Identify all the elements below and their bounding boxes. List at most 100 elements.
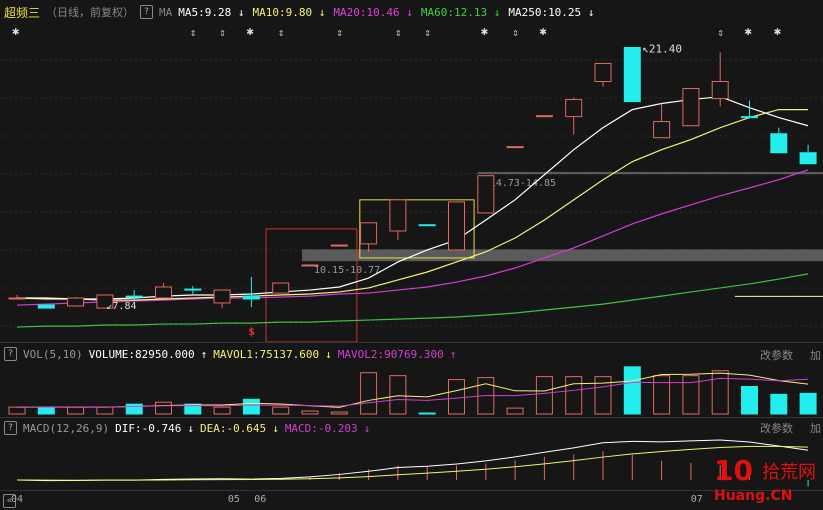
x-tick-label: 04 [11, 494, 24, 505]
high-price-label: ↖21.40 [642, 42, 682, 55]
volume-bar [125, 403, 143, 415]
x-tick-label: 06 [254, 494, 267, 505]
candle-body [741, 116, 758, 119]
candle-body [448, 201, 465, 251]
arrow-up-icon: ↑ [200, 347, 208, 361]
divider [0, 342, 823, 343]
ma-values: MA5:9.28 ↓ MA10:9.80 ↓ MA20:10.46 ↓ MA60:12… [178, 6, 602, 19]
volume-bar [389, 375, 407, 415]
volume-bar [565, 376, 583, 415]
volume-bar [770, 393, 788, 415]
candle-body [418, 224, 436, 227]
candle-body [682, 88, 700, 127]
double-arrow-marker-icon: ⇕ [219, 26, 226, 39]
candle-body [272, 282, 290, 294]
band-label: 14.73-14.85 [490, 178, 556, 189]
volume-bar [535, 376, 553, 415]
volume-bar [37, 406, 55, 415]
dif-value: DIF:-0.746 [115, 421, 182, 435]
candle-body [213, 289, 231, 304]
signal-marker: $ [248, 325, 255, 338]
x-tick-label: 07 [690, 494, 703, 505]
help-icon[interactable]: ? [140, 5, 154, 19]
low-price-label: ↙7.84 [106, 301, 136, 312]
volume-bar [8, 406, 26, 415]
volume-bar [96, 406, 114, 415]
help-icon[interactable]: ? [4, 421, 17, 435]
arrow-down-icon: ↓ [272, 421, 279, 435]
volume-bar [594, 376, 612, 415]
volume-bar [330, 411, 348, 415]
mavol2-value: MAVOL2:90769.300 [337, 347, 444, 361]
vol-label: VOL(5,10) [23, 347, 83, 361]
star-marker-icon: ✱ [539, 24, 546, 38]
volume-header: ? VOL(5,10) VOLUME:82950.000 ↑ MAVOL1:751… [4, 346, 456, 362]
candle-body [623, 46, 641, 103]
watermark-logo: 10 拾荒网 Huang.CN [714, 452, 823, 508]
ma5-line [17, 96, 809, 300]
volume-bar [653, 375, 671, 415]
vol-add-button[interactable]: 加 [810, 349, 821, 362]
vol-params-button[interactable]: 改参数 [760, 349, 793, 362]
star-marker-icon: ✱ [745, 24, 752, 38]
arrow-up-icon: ↑ [449, 347, 457, 361]
arrow-down-icon: ↓ [187, 421, 194, 435]
volume-bar [506, 407, 524, 415]
stock-name: 超频三 [4, 5, 41, 20]
star-marker-icon: ✱ [774, 24, 781, 38]
help-icon[interactable]: ? [4, 347, 17, 361]
period-label: （日线，前复权） [46, 6, 135, 19]
macd-params-button[interactable]: 改参数 [760, 422, 793, 435]
ma-value: MA250:10.25 ↓ [508, 5, 595, 19]
band-label: 10.15-10.77 [314, 265, 380, 276]
double-arrow-marker-icon: ⇕ [424, 26, 431, 39]
volume-bar [155, 401, 172, 415]
volume-bar [184, 403, 202, 415]
double-arrow-marker-icon: ⇕ [717, 26, 724, 39]
divider [0, 417, 823, 418]
price-band [477, 171, 823, 175]
volume-bar [448, 379, 465, 415]
candle-body [360, 222, 378, 245]
candle-body [565, 99, 583, 118]
arrow-down-icon: ↓ [363, 421, 371, 435]
candle-body [37, 304, 55, 309]
x-tick-label: 05 [227, 494, 240, 505]
ma-value: MA5:9.28 ↓ [178, 5, 245, 19]
candle-body [330, 244, 348, 247]
candle-body [535, 115, 553, 118]
double-arrow-marker-icon: ⇕ [336, 26, 343, 39]
main-header: 超频三 （日线，前复权） ? MA MA5:9.28 ↓ MA10:9.80 ↓ M… [4, 4, 602, 20]
candle-body [184, 288, 202, 291]
macd-add-button[interactable]: 加 [810, 422, 821, 435]
yellow-annotation-box [359, 199, 475, 259]
candle-body [8, 297, 26, 300]
ma-value: MA60:12.13 ↓ [420, 5, 501, 19]
candle-body [67, 297, 85, 307]
watermark-text: 拾荒网 [762, 462, 816, 483]
mavol1-line [17, 372, 809, 408]
mavol1-value: MAVOL1:75137.600 [213, 347, 320, 361]
volume-bar [360, 372, 378, 415]
volume-bar [242, 398, 260, 415]
candle-body [242, 295, 260, 300]
star-marker-icon: ✱ [246, 24, 253, 38]
scroll-left-icon[interactable]: « [3, 494, 16, 508]
double-arrow-marker-icon: ⇕ [395, 26, 402, 39]
candle-body [594, 62, 612, 82]
watermark-number: 10 [714, 454, 753, 487]
double-arrow-marker-icon: ⇕ [512, 26, 519, 39]
double-arrow-marker-icon: ⇕ [190, 26, 197, 39]
ma-label: MA [159, 5, 173, 19]
star-marker-icon: ✱ [481, 24, 488, 38]
dea-value: DEA:-0.645 [199, 421, 267, 435]
candle-body [125, 295, 143, 298]
star-marker-icon: ✱ [12, 24, 19, 38]
candle-body [506, 146, 524, 149]
dea-line [16, 445, 809, 481]
arrow-down-icon: ↓ [325, 347, 332, 361]
candle-body [477, 175, 495, 214]
watermark-domain: Huang.CN [714, 488, 793, 504]
